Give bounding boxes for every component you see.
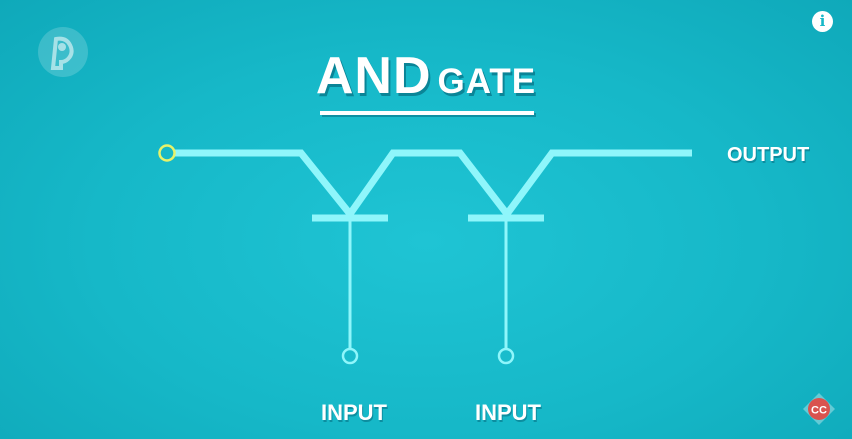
input-label-1: INPUT — [321, 400, 387, 425]
crash-course-logo-icon: CC — [802, 392, 836, 426]
source-node — [158, 144, 176, 162]
input-node-1 — [341, 347, 359, 365]
diagram-title: AND GATE — [0, 46, 852, 106]
main-wire — [174, 149, 692, 220]
title-sub: GATE — [437, 62, 537, 101]
title-main: AND — [315, 47, 432, 105]
pbs-logo-icon — [38, 27, 88, 77]
title-underline — [320, 111, 534, 115]
input-label-2: INPUT — [475, 400, 541, 425]
info-icon[interactable]: i — [812, 11, 833, 32]
cc-logo-text: CC — [811, 405, 827, 417]
output-label: OUTPUT — [727, 144, 810, 166]
input-node-2 — [497, 347, 515, 365]
